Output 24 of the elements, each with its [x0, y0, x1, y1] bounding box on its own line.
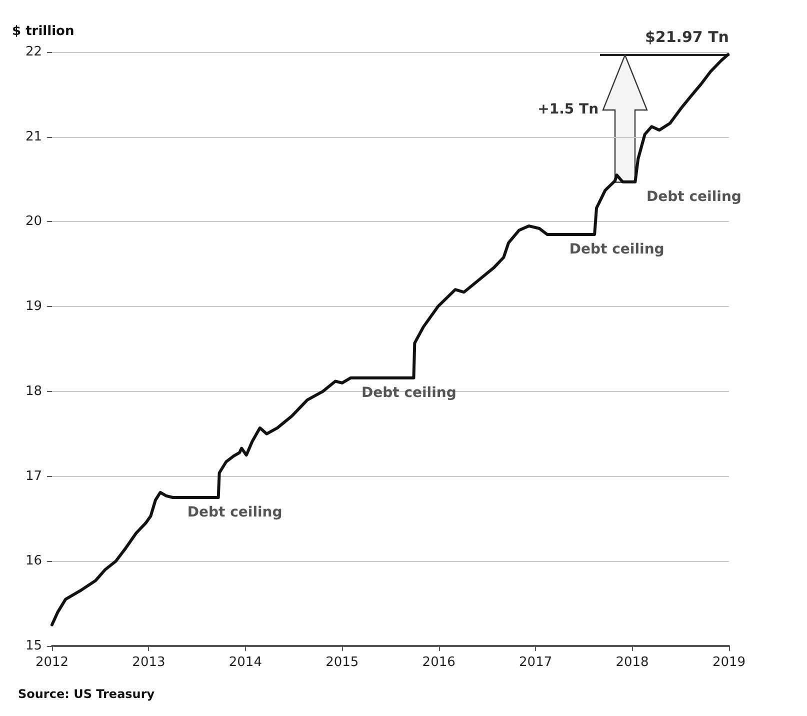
y-tick-label: 15	[25, 638, 42, 654]
x-tick-label: 2013	[132, 655, 166, 670]
y-axis-title: $ trillion	[12, 24, 74, 39]
x-tick-label: 2016	[422, 655, 456, 670]
x-tick-label: 2015	[326, 655, 359, 670]
annotation: Debt ceiling	[187, 504, 282, 520]
source-note: Source: US Treasury	[18, 687, 155, 701]
y-tick-label: 16	[25, 554, 42, 569]
y-tick-label: 19	[25, 299, 42, 314]
x-tick-label: 2012	[35, 655, 69, 670]
annotation: Debt ceiling	[569, 241, 664, 258]
x-tick-label: 2014	[228, 655, 262, 670]
y-tick-label: 22	[25, 44, 42, 60]
annotation: Debt ceiling	[361, 384, 456, 401]
annotation: Debt ceiling	[646, 188, 742, 205]
y-tick-label: 20	[25, 214, 42, 230]
x-tick-label: 2017	[519, 655, 552, 670]
annotation: $21.97 Tn	[644, 28, 729, 46]
y-tick-label: 18	[25, 384, 42, 399]
x-tick-label: 2018	[616, 655, 649, 670]
y-tick-label: 17	[25, 468, 42, 484]
y-tick-label: 21	[25, 129, 42, 144]
x-tick-label: 2019	[712, 655, 746, 670]
annotation: +1.5 Tn	[538, 102, 599, 118]
